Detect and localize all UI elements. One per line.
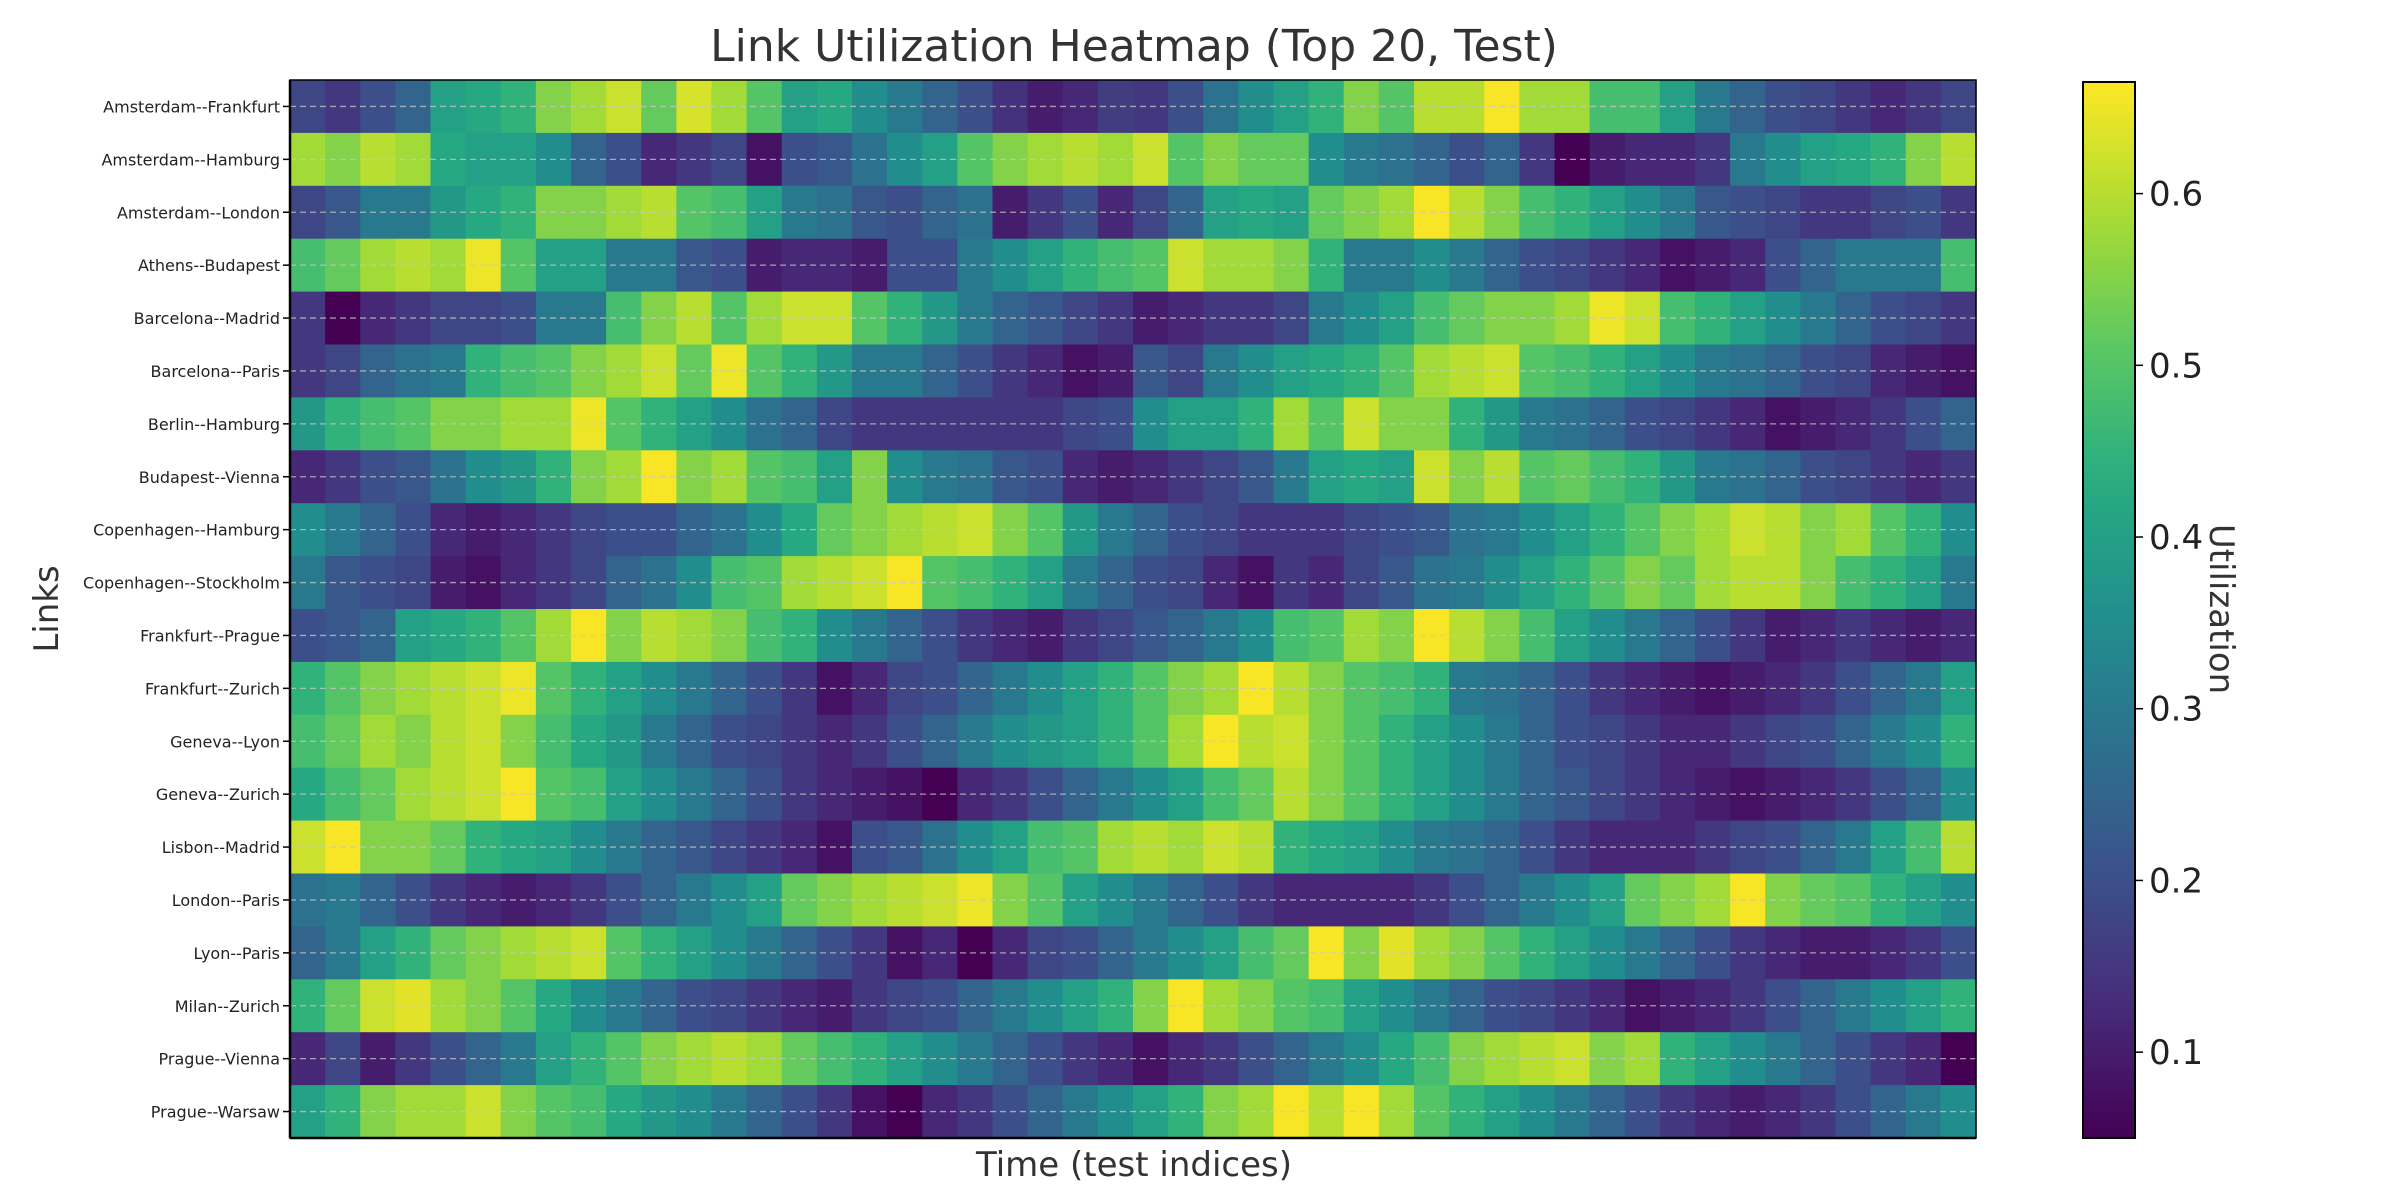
row-label: Milan--Zurich	[175, 997, 280, 1016]
heatmap-cell	[1730, 820, 1766, 875]
heatmap-cell	[1730, 1032, 1766, 1086]
row-tick-labels: Amsterdam--Frankfurt Amsterdam--Hamburg Am…	[83, 97, 290, 1122]
row-label: Lisbon--Madrid	[162, 838, 280, 857]
heatmap-cell	[1730, 397, 1766, 451]
heatmap-cell	[1730, 1085, 1766, 1139]
row-label: Frankfurt--Prague	[140, 626, 280, 645]
x-axis-label: Time (test indices)	[975, 1145, 1292, 1185]
colorbar-tick-label: 0.2	[2149, 861, 2203, 901]
row-label: Amsterdam--Frankfurt	[103, 97, 280, 116]
row-label: Barcelona--Madrid	[134, 309, 280, 328]
heatmap-cell	[1730, 767, 1766, 822]
colorbar-ticks: 0.1 0.2 0.3 0.4 0.5 0.6	[2135, 175, 2203, 1073]
colorbar-label: Utilization	[2201, 524, 2241, 694]
row-label: Copenhagen--Stockholm	[83, 574, 280, 593]
colorbar-tick-label: 0.6	[2149, 175, 2203, 215]
heatmap-cell	[1730, 556, 1766, 610]
row-label: Prague--Vienna	[159, 1050, 280, 1069]
colorbar-tick-label: 0.1	[2149, 1033, 2203, 1073]
row-label: Budapest--Vienna	[139, 468, 280, 487]
heatmap-cell	[1730, 714, 1766, 769]
y-axis-label: Links	[27, 565, 67, 652]
heatmap-cell	[1730, 979, 1766, 1033]
row-label: Geneva--Zurich	[156, 785, 280, 804]
row-label: Frankfurt--Zurich	[145, 679, 280, 698]
row-label: Athens--Budapest	[138, 256, 280, 275]
heatmap-cell	[1730, 132, 1766, 187]
row-label: Lyon--Paris	[194, 944, 280, 963]
heatmap-cell	[1730, 503, 1766, 557]
heatmap-cell	[1730, 185, 1766, 240]
colorbar-tick-label: 0.5	[2149, 346, 2203, 386]
heatmap-cell	[1730, 80, 1766, 134]
heatmap-cell	[1730, 926, 1766, 980]
row-label: Berlin--Hamburg	[148, 415, 280, 434]
colorbar	[2082, 81, 2136, 1139]
heatmap-cell	[1730, 238, 1766, 293]
row-label: Geneva--Lyon	[170, 732, 280, 751]
row-label: Copenhagen--Hamburg	[93, 521, 280, 540]
heatmap-cell	[1730, 344, 1766, 398]
heatmap-cell	[1730, 873, 1766, 927]
row-gridlines	[290, 105, 1976, 1113]
colorbar-tick-label: 0.3	[2149, 690, 2203, 730]
heatmap-cell	[1730, 609, 1766, 663]
row-label: London--Paris	[172, 891, 280, 910]
row-label: Prague--Warsaw	[151, 1103, 280, 1122]
heatmap-cell	[1730, 661, 1766, 716]
chart-title: Link Utilization Heatmap (Top 20, Test)	[710, 21, 1558, 72]
heatmap-cells	[290, 80, 1977, 1139]
heatmap-cell	[1730, 450, 1766, 504]
colorbar-tick-label: 0.4	[2149, 518, 2203, 558]
row-label: Barcelona--Paris	[151, 362, 280, 381]
heatmap-cell	[1730, 291, 1766, 346]
row-label: Amsterdam--London	[117, 203, 280, 222]
row-label: Amsterdam--Hamburg	[101, 150, 280, 169]
